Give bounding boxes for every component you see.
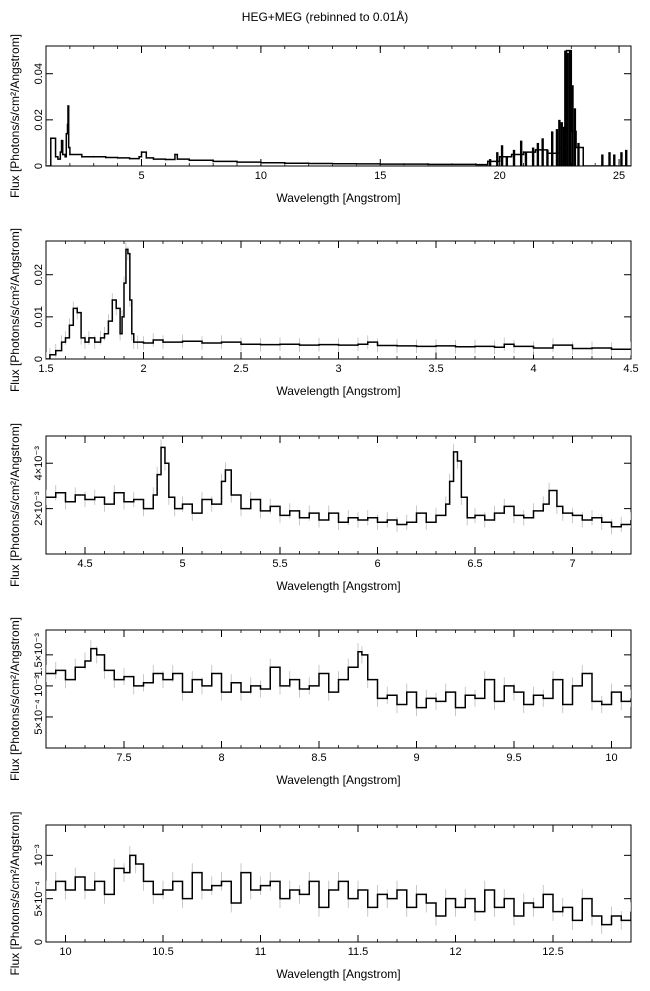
x-tick-label: 3 [335, 363, 341, 375]
x-tick-label: 6.5 [467, 558, 482, 570]
x-tick-label: 10 [255, 170, 267, 182]
x-tick-label: 12 [449, 946, 461, 958]
spectrum-line [46, 248, 631, 359]
panel-1: 5 10 15 20 25 0 0.02 0.04 Wavelength [Angstrom] F… [8, 34, 632, 205]
x-tick-label: 12.5 [542, 946, 563, 958]
plot-frame [45, 45, 632, 167]
x-tick-label: 6 [374, 558, 380, 570]
x-tick-label: 9.5 [506, 752, 521, 764]
x-axis-label: Wavelength [Angstrom] [276, 384, 400, 398]
y-tick-label: 0.04 [33, 63, 45, 84]
y-axis-label: Flux [Photons/s/cm²/Angstrom] [8, 34, 22, 198]
y-tick-label: 5×10⁻⁴ [33, 699, 45, 735]
x-tick-label: 8.5 [311, 752, 326, 764]
y-axis-label: Flux [Photons/s/cm²/Angstrom] [8, 617, 22, 781]
figure-title: HEG+MEG (rebinned to 0.01Å) [241, 10, 409, 24]
x-tick-label: 5 [179, 558, 185, 570]
x-axis-label: Wavelength [Angstrom] [276, 579, 400, 593]
x-tick-label: 4 [530, 363, 536, 375]
y-tick-label: 4×10⁻³ [33, 446, 45, 481]
x-tick-label: 2 [140, 363, 146, 375]
y-tick-label: 10⁻³ [33, 675, 45, 697]
panel-3: 4.5 5 5.5 6 6.5 7 2×10⁻³ 4×10⁻³ Wavelength [Angs… [8, 423, 632, 593]
x-axis-label: Wavelength [Angstrom] [276, 967, 400, 981]
x-tick-label: 5.5 [272, 558, 287, 570]
x-tick-label: 10 [59, 946, 71, 958]
x-tick-label: 7 [569, 558, 575, 570]
y-tick-label: 2×10⁻³ [33, 491, 45, 526]
y-tick-label: 1.5×10⁻³ [33, 633, 45, 677]
y-tick-label: 0 [33, 939, 45, 945]
y-tick-label: 5×10⁻⁴ [33, 881, 45, 917]
x-tick-label: 7.5 [116, 752, 131, 764]
x-tick-label: 20 [494, 170, 506, 182]
y-axis-label: Flux [Photons/s/cm²/Angstrom] [8, 423, 22, 587]
spectrum-line [46, 854, 631, 926]
x-tick-label: 4.5 [77, 558, 92, 570]
x-tick-label: 3.5 [428, 363, 443, 375]
x-tick-label: 5 [138, 170, 144, 182]
y-axis-label: Flux [Photons/s/cm²/Angstrom] [8, 228, 22, 392]
x-tick-label: 4.5 [623, 363, 638, 375]
x-tick-label: 15 [374, 170, 386, 182]
panel-5: 10 10.5 11 11.5 12 12.5 0 5×10⁻⁴ 10⁻³ Wavelength … [8, 811, 632, 981]
y-tick-label: 10⁻³ [33, 844, 45, 866]
x-tick-label: 11.5 [348, 946, 369, 958]
x-tick-label: 9 [413, 752, 419, 764]
x-tick-label: 10.5 [152, 946, 173, 958]
x-axis-label: Wavelength [Angstrom] [276, 773, 400, 787]
y-tick-label: 0.02 [33, 109, 45, 130]
panel-4: 7.5 8 8.5 9 9.5 10 5×10⁻⁴ 10⁻³1.5×10⁻³ Wavelengt… [8, 617, 632, 787]
x-tick-label: 8 [218, 752, 224, 764]
panel-2: 1.5 2 2.5 3 3.5 4 4.5 0 0.01 0.02 Wavelength [Angs… [8, 228, 639, 398]
spectrum-line [46, 647, 631, 709]
spectrum-line [46, 446, 631, 528]
x-tick-label: 1.5 [38, 363, 53, 375]
x-axis-label: Wavelength [Angstrom] [276, 191, 400, 205]
x-tick-label: 11 [255, 946, 266, 958]
y-tick-label: 0 [33, 163, 45, 169]
y-tick-label: 0.02 [33, 264, 45, 285]
x-tick-label: 2.5 [233, 363, 248, 375]
y-tick-label: 0.01 [33, 306, 45, 327]
y-tick-label: 0 [33, 356, 45, 362]
x-tick-label: 25 [613, 170, 625, 182]
x-tick-label: 10 [605, 752, 617, 764]
y-axis-label: Flux [Photons/s/cm²/Angstrom] [8, 811, 22, 975]
